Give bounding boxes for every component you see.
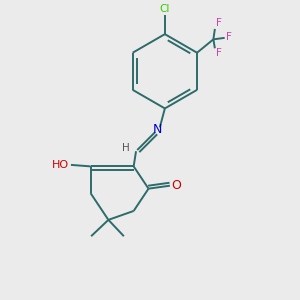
Text: HO: HO bbox=[52, 160, 69, 170]
Text: O: O bbox=[172, 178, 182, 192]
Text: F: F bbox=[216, 18, 222, 28]
Text: H: H bbox=[122, 143, 130, 153]
Text: F: F bbox=[216, 48, 222, 58]
Text: N: N bbox=[153, 123, 162, 136]
Text: Cl: Cl bbox=[160, 4, 170, 14]
Text: F: F bbox=[226, 32, 232, 42]
